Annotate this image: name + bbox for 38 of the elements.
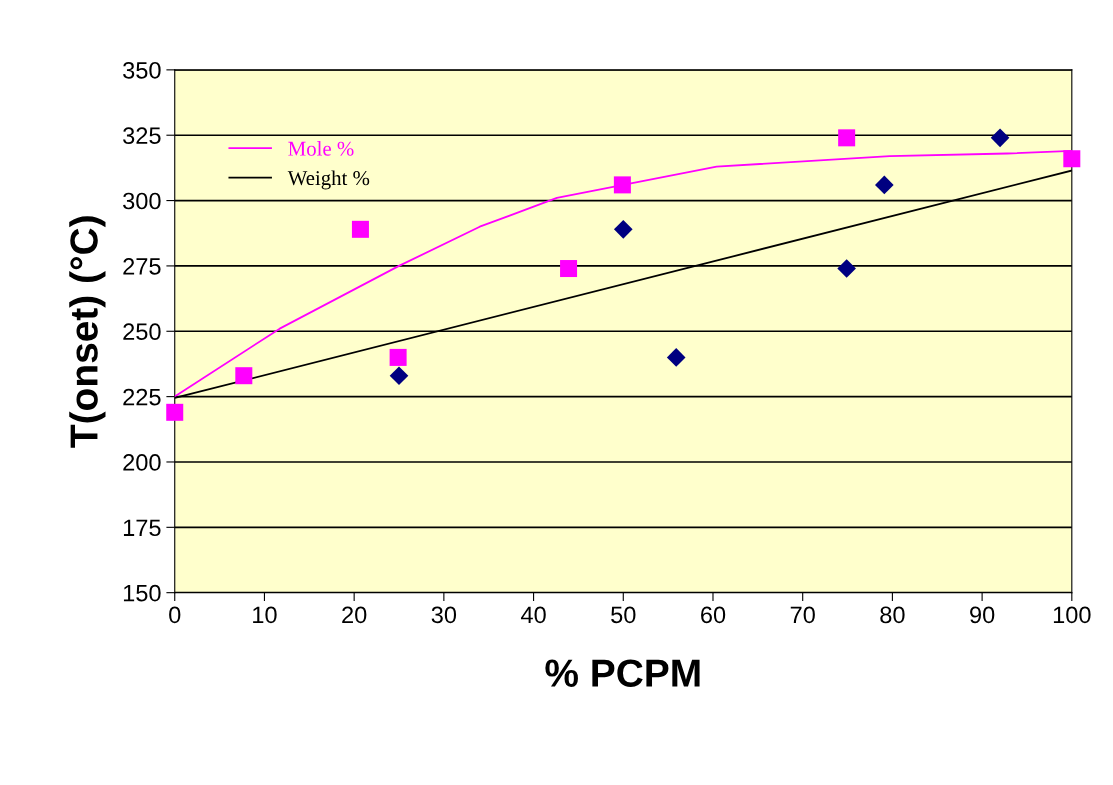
point [613,220,633,239]
y-tick-label: 225 [123,388,161,406]
y-tick-label: 275 [123,257,161,275]
x-tick-label: 40 [520,606,546,624]
x-tick-label: 90 [970,606,995,624]
point [389,366,409,386]
legend-label: Mole % [288,141,354,156]
point [235,367,253,385]
y-tick-label: 350 [123,61,161,79]
point [875,175,894,195]
point [560,260,578,278]
x-tick-label: 0 [169,606,181,624]
y-tick-label: 175 [123,519,161,537]
x-tick-label: 60 [701,606,726,624]
y-axis-title: T(onset) (°C) [69,216,106,448]
point [838,129,856,147]
point [351,220,369,238]
point [389,348,407,366]
x-tick-label: 70 [790,606,815,624]
x-tick-label: 30 [431,606,457,624]
point [837,259,856,278]
x-axis-title: % PCPM [545,659,700,687]
x-tick-label: 10 [253,606,277,624]
y-tick-label: 300 [123,192,161,210]
x-tick-label: 100 [1053,606,1091,624]
point [1063,150,1081,168]
y-tick-label: 200 [123,454,161,471]
y-tick-label: 150 [123,584,161,602]
point [666,348,686,367]
x-tick-label: 20 [342,606,367,624]
point [990,128,1010,148]
legend-label: Weight % [287,170,370,190]
y-tick-label: 325 [123,127,161,144]
x-tick-label: 80 [880,606,905,624]
x-tick-label: 50 [611,606,636,624]
point [613,176,631,194]
point [166,403,184,421]
y-tick-label: 250 [123,323,161,341]
